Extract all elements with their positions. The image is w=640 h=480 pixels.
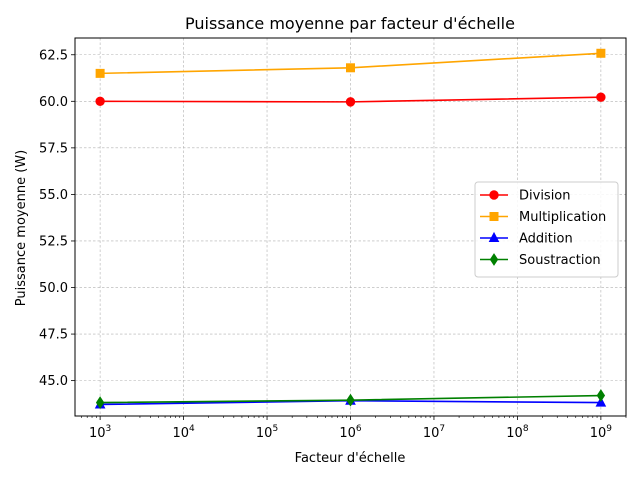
x-axis-ticks: 103 104 105 106 107 108 109 <box>81 416 627 441</box>
y-tick-label: 60.0 <box>39 95 68 110</box>
legend-label: Division <box>519 189 571 204</box>
series-soustraction <box>95 389 606 410</box>
y-axis-ticks: 45.0 47.5 50.0 52.5 55.0 57.5 60.0 62.5 <box>39 48 75 389</box>
y-tick-label: 47.5 <box>39 328 68 343</box>
legend-marker <box>489 190 499 200</box>
x-tick-label: 103 <box>89 424 111 441</box>
series-division <box>95 92 606 107</box>
x-tick-label: 104 <box>172 424 195 441</box>
legend-marker <box>489 212 499 221</box>
data-point-soustraction <box>95 396 105 410</box>
legend-marker <box>488 231 500 242</box>
legend-box <box>474 181 619 278</box>
data-point-multiplication <box>95 68 105 78</box>
data-point-division <box>95 96 105 107</box>
legend: Division Multiplication Addition Soustracti… <box>474 181 619 278</box>
y-axis-label: Puissance moyenne (W) <box>14 150 29 306</box>
x-tick-label: 107 <box>423 424 445 441</box>
x-tick-label: 108 <box>506 424 529 441</box>
chart-title: Puissance moyenne par facteur d'échelle <box>185 14 515 33</box>
data-point-multiplication <box>346 63 355 73</box>
y-tick-label: 57.5 <box>39 141 68 156</box>
data-point-division <box>345 97 356 107</box>
series-lines <box>94 48 607 410</box>
x-tick-label: 105 <box>256 424 278 441</box>
y-tick-label: 50.0 <box>39 281 68 296</box>
data-point-multiplication <box>596 48 606 58</box>
y-tick-label: 52.5 <box>39 234 68 249</box>
x-axis-label: Facteur d'échelle <box>295 451 406 466</box>
y-tick-label: 55.0 <box>39 188 68 203</box>
data-point-soustraction <box>596 389 606 402</box>
data-point-division <box>596 92 606 102</box>
y-tick-label: 45.0 <box>39 374 68 389</box>
legend-label: Multiplication <box>519 210 606 225</box>
data-point-soustraction <box>346 393 355 407</box>
x-tick-label: 106 <box>339 424 362 441</box>
y-tick-label: 62.5 <box>39 48 68 63</box>
legend-label: Soustraction <box>519 253 601 268</box>
legend-marker <box>489 253 499 266</box>
legend-label: Addition <box>519 232 573 247</box>
series-multiplication <box>95 48 606 78</box>
x-tick-label: 109 <box>590 424 613 441</box>
